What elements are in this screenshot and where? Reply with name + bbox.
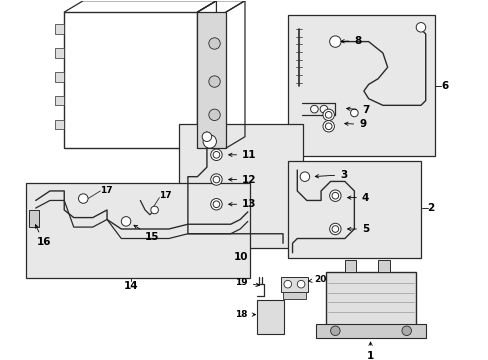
Text: 1: 1 bbox=[366, 342, 373, 360]
Text: 20: 20 bbox=[308, 275, 326, 284]
Bar bbox=[281, 276, 307, 292]
Circle shape bbox=[203, 135, 216, 148]
Circle shape bbox=[208, 76, 220, 87]
Text: 17: 17 bbox=[100, 186, 113, 195]
Text: 4: 4 bbox=[347, 193, 368, 203]
Circle shape bbox=[210, 199, 222, 210]
Bar bbox=[55, 48, 64, 58]
Bar bbox=[55, 120, 64, 129]
Text: 5: 5 bbox=[347, 224, 368, 234]
Circle shape bbox=[210, 149, 222, 161]
Bar bbox=[344, 260, 356, 272]
Circle shape bbox=[208, 38, 220, 49]
Text: 2: 2 bbox=[427, 203, 434, 213]
Circle shape bbox=[310, 105, 318, 113]
Text: 17: 17 bbox=[159, 191, 172, 200]
Text: 19: 19 bbox=[235, 278, 259, 287]
Bar bbox=[287, 161, 420, 257]
Text: 10: 10 bbox=[233, 252, 248, 262]
Bar bbox=[64, 12, 197, 148]
Circle shape bbox=[150, 206, 158, 214]
Circle shape bbox=[79, 194, 88, 203]
Circle shape bbox=[401, 326, 410, 336]
Bar bbox=[29, 210, 39, 227]
Circle shape bbox=[320, 105, 327, 113]
Circle shape bbox=[415, 23, 425, 32]
Bar bbox=[377, 260, 389, 272]
Bar bbox=[283, 292, 305, 300]
Bar bbox=[55, 96, 64, 105]
Circle shape bbox=[210, 174, 222, 185]
Text: 12: 12 bbox=[228, 175, 256, 185]
Circle shape bbox=[300, 172, 309, 181]
Bar bbox=[287, 15, 434, 156]
Circle shape bbox=[331, 192, 338, 199]
Circle shape bbox=[331, 226, 338, 232]
Circle shape bbox=[329, 223, 340, 235]
Bar bbox=[179, 124, 303, 248]
Bar bbox=[316, 324, 425, 338]
Text: 6: 6 bbox=[440, 81, 447, 91]
Circle shape bbox=[213, 201, 219, 208]
Text: 7: 7 bbox=[346, 105, 368, 115]
Text: 9: 9 bbox=[344, 120, 366, 129]
Bar bbox=[55, 72, 64, 82]
Circle shape bbox=[322, 121, 334, 132]
Bar bbox=[197, 12, 225, 148]
Bar bbox=[55, 24, 64, 34]
Text: 13: 13 bbox=[228, 199, 256, 209]
Circle shape bbox=[350, 109, 357, 117]
Text: 8: 8 bbox=[340, 36, 361, 46]
Bar bbox=[257, 300, 284, 334]
Bar bbox=[325, 272, 415, 334]
Circle shape bbox=[325, 123, 331, 130]
Circle shape bbox=[297, 280, 305, 288]
Circle shape bbox=[208, 109, 220, 121]
Circle shape bbox=[329, 36, 340, 47]
Text: 15: 15 bbox=[134, 225, 159, 242]
Circle shape bbox=[202, 132, 211, 141]
Text: 16: 16 bbox=[35, 225, 51, 247]
Bar bbox=[26, 183, 249, 279]
Text: 3: 3 bbox=[315, 170, 346, 180]
Circle shape bbox=[284, 280, 291, 288]
Text: 11: 11 bbox=[228, 150, 256, 160]
Text: 18: 18 bbox=[235, 310, 255, 319]
Circle shape bbox=[330, 326, 340, 336]
Circle shape bbox=[322, 109, 334, 121]
Circle shape bbox=[213, 152, 219, 158]
Circle shape bbox=[329, 190, 340, 201]
Circle shape bbox=[325, 112, 331, 118]
Text: 14: 14 bbox=[123, 281, 138, 291]
Circle shape bbox=[213, 176, 219, 183]
Circle shape bbox=[121, 217, 131, 226]
